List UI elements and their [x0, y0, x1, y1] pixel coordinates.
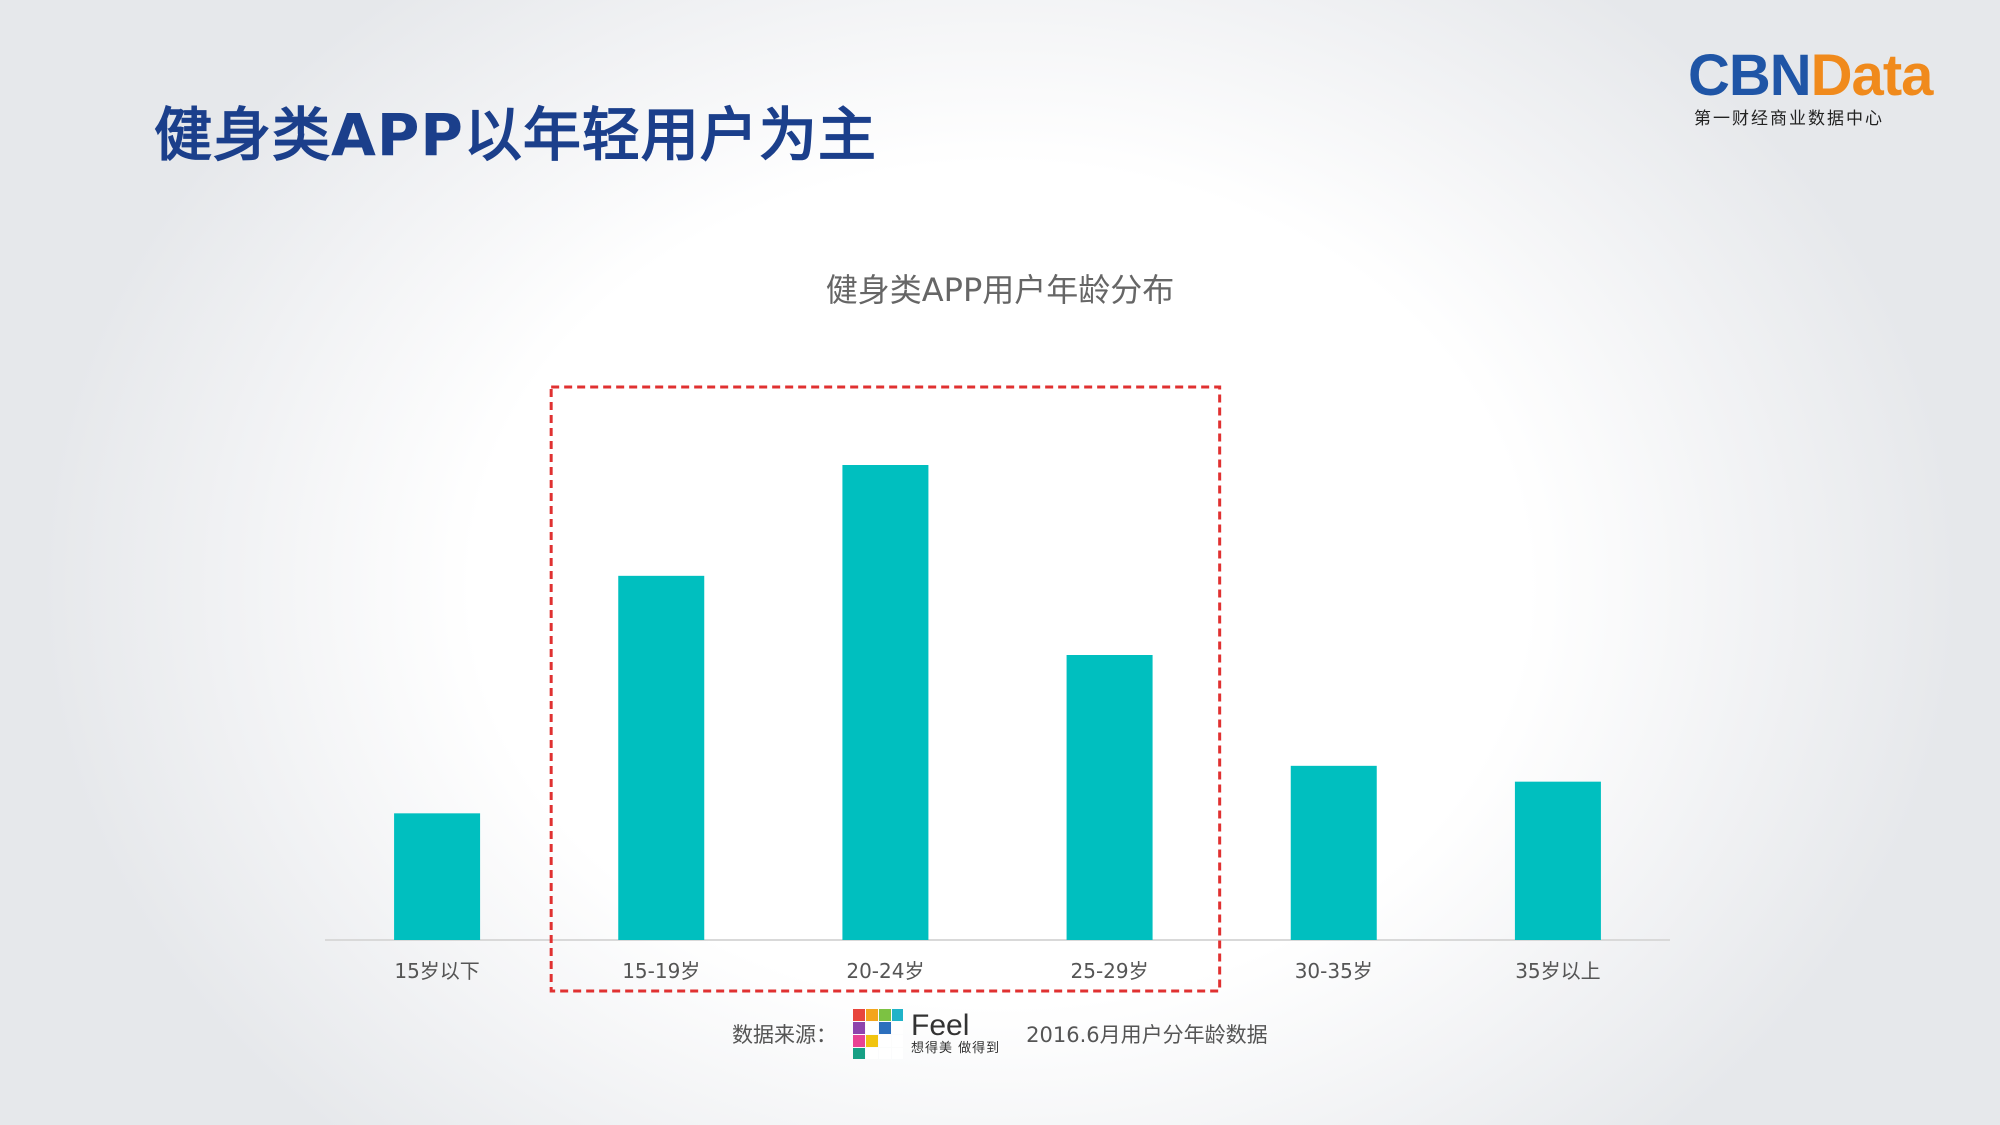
- bar-2: [842, 465, 929, 940]
- data-source: 数据来源： Feel 想得美 做得到 2016.6月用户分年龄数据: [732, 1008, 1268, 1060]
- bar-0: [394, 813, 481, 940]
- feel-logo-text: Feel 想得美 做得到: [911, 1011, 1000, 1057]
- chart-title: 健身类APP用户年龄分布: [825, 271, 1175, 309]
- x-tick-label-4: 30-35岁: [1295, 959, 1373, 983]
- bar-1: [618, 575, 705, 940]
- feel-logo: Feel 想得美 做得到: [853, 1009, 1000, 1059]
- cbndata-logo: CBNData 第一财经商业数据中心: [1688, 46, 1938, 130]
- feel-logo-icon: [853, 1009, 903, 1059]
- x-tick-label-3: 25-29岁: [1071, 959, 1149, 983]
- logo-brand-part2: Data: [1810, 43, 1934, 108]
- feel-logo-slogan: 想得美 做得到: [911, 1041, 1001, 1056]
- logo-subtitle: 第一财经商业数据中心: [1694, 109, 1884, 129]
- x-tick-label-0: 15岁以下: [394, 959, 479, 983]
- bar-5: [1514, 781, 1601, 940]
- bar-4: [1290, 765, 1377, 940]
- x-tick-label-5: 35岁以上: [1515, 959, 1600, 983]
- logo-brand-part1: CBN: [1688, 43, 1812, 108]
- x-tick-label-2: 20-24岁: [846, 959, 924, 983]
- x-tick-label-1: 15-19岁: [622, 959, 700, 983]
- slide-title: 健身类APP以年轻用户为主: [154, 101, 877, 169]
- source-label: 数据来源：: [732, 1023, 837, 1047]
- bar-3: [1066, 655, 1153, 940]
- highlight-box: [549, 385, 1222, 993]
- feel-logo-name: Feel: [911, 1009, 970, 1042]
- logo-mark: CBNData: [1688, 46, 1938, 106]
- source-note: 2016.6月用户分年龄数据: [1026, 1023, 1268, 1047]
